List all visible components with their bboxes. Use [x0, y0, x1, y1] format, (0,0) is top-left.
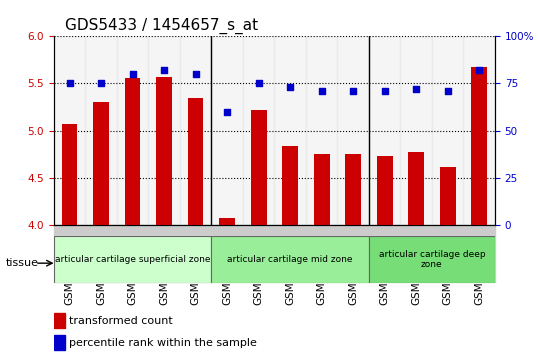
Bar [337, 225, 369, 282]
Bar [369, 225, 400, 282]
Text: transformed count: transformed count [69, 316, 173, 326]
Bar [400, 225, 432, 282]
Bar [211, 225, 243, 282]
Bar [337, 36, 369, 225]
Bar [432, 36, 463, 225]
FancyBboxPatch shape [369, 236, 495, 283]
Bar [306, 36, 337, 225]
Bar [117, 36, 148, 225]
Bar [156, 77, 172, 225]
Bar [337, 36, 369, 225]
Bar [251, 110, 266, 225]
Bar [211, 36, 243, 225]
Bar [400, 36, 432, 225]
Bar [117, 36, 148, 225]
Point [349, 88, 357, 94]
Bar [54, 36, 86, 225]
Bar [400, 36, 432, 225]
Point [128, 71, 137, 77]
Bar [220, 217, 235, 225]
Bar [243, 36, 274, 225]
Bar [54, 335, 65, 350]
Bar [369, 36, 400, 225]
Text: tissue: tissue [5, 258, 38, 268]
Point [317, 88, 326, 94]
Bar [86, 36, 117, 225]
Point [223, 109, 231, 115]
Bar [274, 36, 306, 225]
Bar [148, 36, 180, 225]
Point [380, 88, 389, 94]
Bar [117, 225, 148, 282]
Bar [54, 225, 86, 282]
Bar [188, 98, 203, 225]
FancyBboxPatch shape [54, 236, 211, 283]
Point [192, 71, 200, 77]
Bar [54, 36, 86, 225]
Bar [148, 225, 180, 282]
Bar [211, 36, 243, 225]
Text: articular cartilage superficial zone: articular cartilage superficial zone [55, 255, 210, 264]
Bar [125, 78, 140, 225]
Bar [86, 36, 117, 225]
Bar [86, 225, 117, 282]
Point [65, 81, 74, 86]
Bar [463, 36, 495, 225]
Point [286, 84, 294, 90]
Bar [432, 225, 463, 282]
Point [160, 68, 168, 73]
Bar [93, 102, 109, 225]
Bar [377, 156, 393, 225]
Point [254, 81, 263, 86]
Bar [274, 225, 306, 282]
Point [412, 86, 421, 92]
Bar [314, 154, 329, 225]
Bar [180, 36, 211, 225]
Bar [369, 36, 400, 225]
Bar [463, 225, 495, 282]
Bar [148, 36, 180, 225]
Bar [54, 313, 65, 328]
Bar [243, 36, 274, 225]
Point [443, 88, 452, 94]
Bar [180, 225, 211, 282]
Bar [408, 152, 424, 225]
Bar [243, 225, 274, 282]
Bar [274, 36, 306, 225]
Bar [282, 146, 298, 225]
Point [97, 81, 105, 86]
Text: articular cartilage deep
zone: articular cartilage deep zone [379, 250, 485, 269]
Bar [345, 154, 361, 225]
Bar [463, 36, 495, 225]
Bar [432, 36, 463, 225]
Bar [471, 66, 487, 225]
Bar [180, 36, 211, 225]
Bar [62, 124, 77, 225]
Bar [306, 225, 337, 282]
FancyBboxPatch shape [211, 236, 369, 283]
Bar [306, 36, 337, 225]
Text: GDS5433 / 1454657_s_at: GDS5433 / 1454657_s_at [65, 18, 258, 34]
Bar [440, 167, 456, 225]
Text: articular cartilage mid zone: articular cartilage mid zone [228, 255, 353, 264]
Point [475, 68, 484, 73]
Text: percentile rank within the sample: percentile rank within the sample [69, 338, 257, 347]
